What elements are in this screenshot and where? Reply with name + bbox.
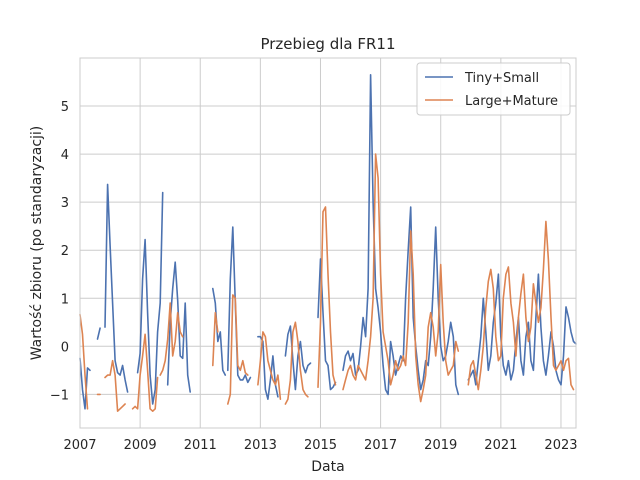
gridlines [79,58,576,428]
plot-area-frame [79,57,577,429]
y-tick-label-6: 5 [61,100,69,115]
x-tick-label-2007: 2007 [63,438,96,453]
series-line-tiny-small-segment-1 [96,327,101,340]
x-tick-label-2021: 2021 [484,438,517,453]
x-axis-label: Data [311,459,344,475]
series-line-large-mature-segment-5 [212,311,219,367]
series-line-tiny-small-segment-9 [317,258,337,391]
x-tick-label-2013: 2013 [244,438,277,453]
y-axis-label: Wartość zbioru (po standaryzacji) [29,126,45,361]
x-tick-labels: 2007 2009 2011 2013 2015 2017 2019 2021 2023 [63,438,577,453]
series-line-tiny-small-segment-7 [257,335,279,401]
y-tick-label-4: 3 [61,196,69,211]
series-line-large-mature-segment-4 [159,302,184,376]
series-lines [79,74,577,413]
x-tick-label-2023: 2023 [544,438,577,453]
legend-box [416,62,571,116]
series-line-tiny-small-segment-5 [212,287,227,376]
legend: Tiny+Small Large+Mature [416,62,571,116]
y-tick-label-1: 0 [61,340,69,355]
x-tick-label-2015: 2015 [304,438,337,453]
x-tick-label-2019: 2019 [424,438,457,453]
series-line-tiny-small-segment-8 [284,325,312,391]
series-line-large-mature-segment-2 [104,359,126,413]
series-line-tiny-small-segment-0 [79,357,91,410]
series-line-large-mature-segment-6 [227,294,249,405]
series-line-large-mature-segment-8 [284,321,309,405]
series-line-tiny-small-segment-6 [227,226,252,384]
y-tick-label-5: 4 [61,148,69,163]
series-line-large-mature-segment-9 [317,206,337,389]
series-line-large-mature-segment-7 [257,331,282,401]
series-line-tiny-small-segment-11 [467,273,577,386]
series-line-large-mature-segment-10 [342,153,460,403]
y-tick-labels: −1 0 1 2 3 4 5 [50,100,69,403]
x-tick-label-2017: 2017 [364,438,397,453]
x-tick-label-2009: 2009 [124,438,157,453]
legend-label-large-mature: Large+Mature [465,94,558,109]
y-tick-label-2: 1 [61,292,69,307]
series-line-large-mature-segment-3 [131,333,159,413]
series-line-large-mature-segment-11 [467,220,575,391]
series-large-mature [79,153,575,413]
series-line-tiny-small-segment-3 [136,191,164,405]
y-tick-label-0: −1 [50,388,69,403]
x-tick-label-2011: 2011 [184,438,217,453]
series-line-large-mature-segment-0 [79,313,89,410]
series-line-tiny-small-segment-2 [104,183,129,393]
chart-title: Przebieg dla FR11 [260,35,395,53]
y-tick-label-3: 2 [61,244,69,259]
legend-label-tiny-small: Tiny+Small [464,71,539,86]
series-tiny-small [79,74,577,410]
